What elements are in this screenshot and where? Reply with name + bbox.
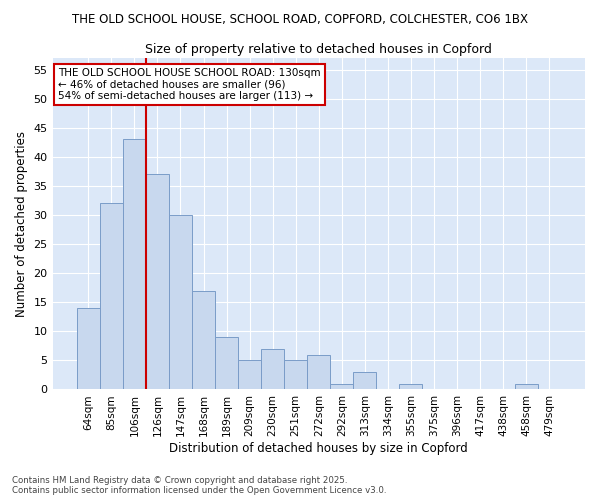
Bar bbox=[146, 174, 169, 390]
Bar bbox=[353, 372, 376, 390]
Y-axis label: Number of detached properties: Number of detached properties bbox=[15, 131, 28, 317]
Bar bbox=[169, 215, 192, 390]
Bar bbox=[330, 384, 353, 390]
Bar bbox=[77, 308, 100, 390]
Bar bbox=[238, 360, 261, 390]
Text: THE OLD SCHOOL HOUSE SCHOOL ROAD: 130sqm
← 46% of detached houses are smaller (9: THE OLD SCHOOL HOUSE SCHOOL ROAD: 130sqm… bbox=[58, 68, 320, 101]
Bar bbox=[284, 360, 307, 390]
Title: Size of property relative to detached houses in Copford: Size of property relative to detached ho… bbox=[145, 42, 492, 56]
Bar bbox=[123, 140, 146, 390]
Bar bbox=[515, 384, 538, 390]
Text: Contains HM Land Registry data © Crown copyright and database right 2025.
Contai: Contains HM Land Registry data © Crown c… bbox=[12, 476, 386, 495]
Bar bbox=[307, 354, 330, 390]
Bar bbox=[215, 337, 238, 390]
Bar bbox=[261, 349, 284, 390]
X-axis label: Distribution of detached houses by size in Copford: Distribution of detached houses by size … bbox=[169, 442, 468, 455]
Bar bbox=[400, 384, 422, 390]
Bar bbox=[100, 204, 123, 390]
Bar bbox=[192, 290, 215, 390]
Text: THE OLD SCHOOL HOUSE, SCHOOL ROAD, COPFORD, COLCHESTER, CO6 1BX: THE OLD SCHOOL HOUSE, SCHOOL ROAD, COPFO… bbox=[72, 12, 528, 26]
